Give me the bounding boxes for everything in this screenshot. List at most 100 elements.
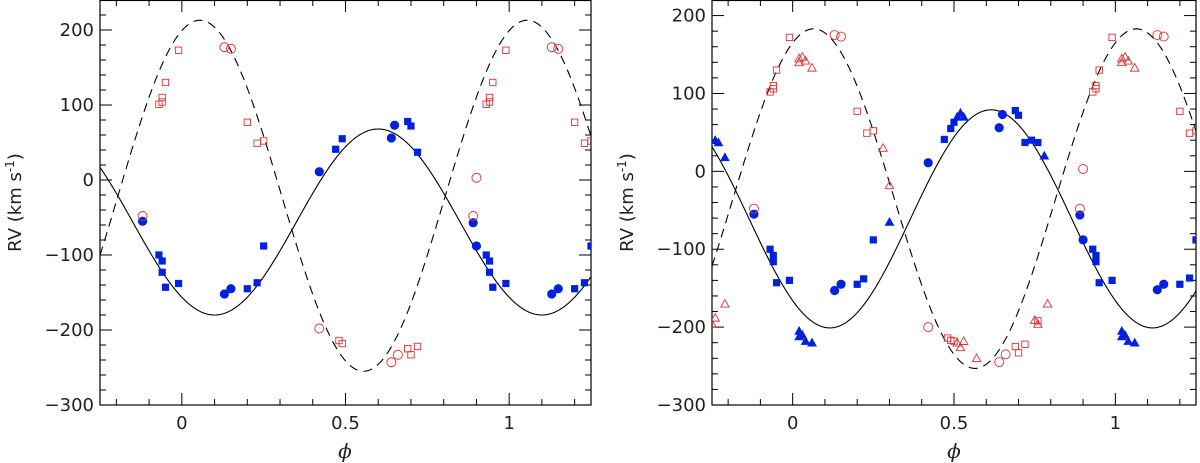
data-point-square	[869, 236, 877, 244]
series-primary-squares	[766, 106, 1196, 288]
data-point-circle	[314, 323, 325, 334]
data-point-circle	[468, 211, 479, 221]
data-point-square	[407, 122, 415, 130]
y-tick-label: 100	[672, 83, 706, 104]
x-tick-label: 0.5	[331, 413, 360, 434]
data-point-square	[158, 93, 166, 102]
data-point-circle	[1000, 349, 1011, 360]
data-point-square	[485, 268, 494, 276]
data-point-circle	[1074, 203, 1085, 214]
data-point-circle	[748, 203, 759, 214]
y-axis-label: RV (km s-1)	[3, 153, 26, 252]
data-point-square	[1011, 342, 1019, 351]
data-point-triangle	[797, 329, 808, 339]
data-point-triangle	[958, 111, 969, 121]
series-primary-circles	[137, 120, 563, 299]
data-point-circle	[829, 30, 840, 40]
data-point-square	[489, 283, 497, 291]
data-point-square	[580, 139, 589, 147]
data-point-square	[407, 351, 415, 359]
series-secondary-circles	[137, 42, 564, 368]
data-point-square	[338, 339, 346, 348]
data-point-square	[571, 285, 579, 293]
data-point-circle	[219, 289, 229, 299]
x-tick-label: 0.5	[940, 413, 969, 434]
data-point-circle	[553, 284, 563, 294]
data-point-circle	[749, 209, 759, 219]
data-point-circle	[1078, 235, 1088, 245]
data-point-square	[1021, 340, 1029, 348]
data-point-square	[1034, 138, 1042, 147]
y-axis-label-exponent: -1	[615, 160, 629, 172]
data-point-square	[1095, 279, 1103, 287]
data-point-circle	[226, 284, 236, 294]
series-secondary-squares	[155, 46, 591, 359]
data-point-triangle	[797, 51, 808, 61]
data-point-circle	[923, 158, 933, 168]
data-point-triangle	[955, 342, 966, 352]
data-point-circle	[468, 218, 478, 228]
y-axis-label-close: )	[5, 153, 26, 160]
data-point-square	[769, 258, 777, 266]
data-point-circle	[836, 31, 847, 42]
data-point-triangle	[807, 62, 817, 72]
data-point-square	[174, 279, 183, 288]
data-point-triangle	[971, 353, 982, 363]
data-point-triangle	[713, 137, 724, 147]
data-point-square	[1108, 276, 1116, 284]
data-point-square	[1034, 317, 1042, 325]
data-point-circle	[392, 349, 403, 360]
data-point-square	[772, 66, 781, 74]
data-point-circle	[471, 172, 482, 183]
y-tick-label: 0	[695, 161, 706, 182]
y-axis-label-main: RV (km s	[617, 172, 638, 252]
data-point-triangle	[1129, 62, 1140, 72]
data-point-square	[485, 93, 494, 102]
y-tick-label: −200	[657, 317, 706, 338]
data-point-square	[243, 285, 251, 293]
data-point-square	[853, 280, 861, 288]
series-primary-squares	[155, 117, 591, 293]
data-point-square	[338, 135, 346, 143]
data-point-square	[1176, 107, 1184, 116]
data-point-square	[161, 283, 170, 291]
data-point-square	[785, 33, 794, 42]
data-point-triangle	[719, 298, 730, 308]
primary-fit-curve	[712, 109, 1196, 329]
data-point-triangle	[1042, 298, 1053, 308]
data-point-square	[1185, 129, 1194, 137]
data-point-triangle	[878, 142, 888, 152]
data-point-triangle	[1032, 318, 1043, 328]
data-point-square	[1192, 127, 1196, 135]
y-axis-label-exponent: -1	[3, 160, 17, 172]
y-tick-label: 0	[83, 170, 94, 191]
data-point-square	[580, 279, 589, 287]
y-axis-label-main: RV (km s	[5, 172, 26, 252]
data-point-square	[1176, 280, 1184, 288]
data-point-square	[489, 78, 497, 87]
y-axis-label: RV (km s-1)	[615, 153, 638, 252]
data-point-square	[485, 257, 494, 265]
data-point-triangle	[1029, 314, 1040, 324]
data-point-circle	[471, 241, 482, 251]
data-point-square	[158, 268, 166, 276]
data-point-circle	[1158, 31, 1169, 42]
data-point-square	[853, 107, 861, 116]
data-point-square	[570, 118, 579, 126]
data-point-circle	[1078, 164, 1089, 174]
data-point-circle	[386, 133, 396, 143]
series-secondary-triangles	[712, 51, 1140, 363]
data-point-triangle	[807, 337, 817, 347]
data-point-square	[940, 135, 948, 144]
data-point-square	[485, 98, 494, 106]
data-point-circle	[137, 216, 148, 226]
data-point-circle	[225, 43, 236, 54]
data-point-triangle	[712, 312, 721, 322]
plot-area	[100, 19, 591, 372]
chart-panel-left: 0 0.5 1 −300 −200 −100 0 100 200 ϕ RV (km s-1)	[3, 0, 592, 463]
secondary-fit-curve	[100, 19, 591, 372]
data-point-square	[253, 139, 261, 147]
data-point-square	[1021, 138, 1029, 147]
chart-panel-right: 0 0.5 1 −300 −200 −100 0 100 200 ϕ RV (km s-1)	[615, 0, 1197, 463]
data-point-square	[1092, 85, 1100, 93]
